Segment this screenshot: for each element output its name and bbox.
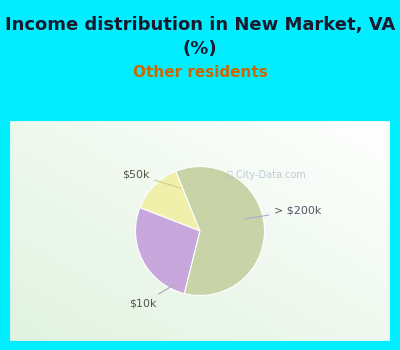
Text: Income distribution in New Market, VA: Income distribution in New Market, VA — [5, 16, 395, 34]
Text: $50k: $50k — [122, 169, 181, 188]
Wedge shape — [176, 167, 264, 295]
Text: ⓘ City-Data.com: ⓘ City-Data.com — [227, 170, 306, 180]
Wedge shape — [140, 171, 200, 231]
Wedge shape — [136, 208, 200, 294]
Text: $10k: $10k — [130, 285, 173, 308]
Text: Other residents: Other residents — [133, 65, 267, 80]
Text: > $200k: > $200k — [245, 205, 322, 219]
Text: (%): (%) — [183, 40, 217, 58]
